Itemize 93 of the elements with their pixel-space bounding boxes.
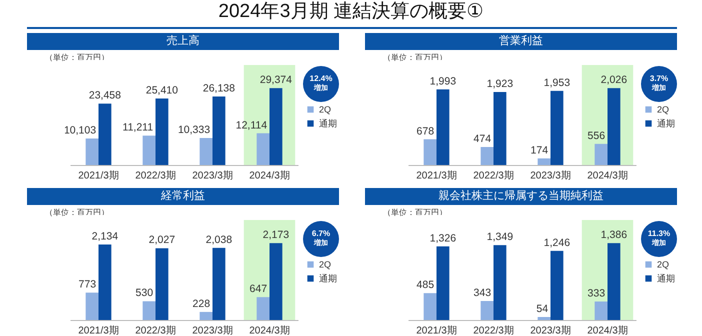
legend-label: 通期 bbox=[319, 274, 337, 284]
chart-title: 営業利益 bbox=[365, 33, 677, 50]
bar bbox=[550, 250, 564, 320]
bar bbox=[494, 92, 506, 165]
x-tick-label: 2022/3期 bbox=[473, 324, 514, 336]
bar bbox=[608, 88, 620, 165]
x-tick-label: 2023/3期 bbox=[530, 324, 571, 336]
x-tick-label: 2024/3期 bbox=[249, 170, 290, 182]
data-label: 1,246 bbox=[544, 236, 570, 249]
bar bbox=[86, 138, 98, 165]
bar bbox=[156, 98, 168, 165]
legend-label: 通期 bbox=[657, 118, 675, 128]
chart-title: 売上高 bbox=[27, 33, 339, 50]
data-label: 26,138 bbox=[202, 82, 236, 95]
bar bbox=[538, 158, 550, 165]
data-label: 1,953 bbox=[544, 76, 570, 89]
data-label: 1,326 bbox=[430, 232, 456, 244]
x-tick-label: 2024/3期 bbox=[249, 324, 290, 336]
legend-label: 2Q bbox=[657, 104, 670, 114]
x-tick-label: 2024/3期 bbox=[587, 324, 628, 336]
data-label: 10,333 bbox=[178, 124, 210, 136]
data-label: 2,027 bbox=[148, 234, 176, 246]
bar bbox=[494, 245, 506, 320]
x-tick-label: 2021/3期 bbox=[78, 170, 119, 182]
data-label: 485 bbox=[416, 279, 434, 292]
bar bbox=[480, 300, 494, 320]
data-label: 1,923 bbox=[486, 78, 514, 90]
bar bbox=[594, 144, 608, 165]
data-label: 11,211 bbox=[122, 122, 154, 134]
bar bbox=[424, 139, 436, 165]
data-label: 1,349 bbox=[486, 231, 514, 244]
data-label: 10,103 bbox=[64, 124, 96, 137]
bar bbox=[270, 243, 282, 320]
x-tick-label: 2022/3期 bbox=[473, 170, 514, 182]
data-label: 29,374 bbox=[260, 74, 292, 86]
bar bbox=[212, 248, 226, 320]
legend-label: 通期 bbox=[657, 274, 675, 284]
x-tick-label: 2021/3期 bbox=[78, 324, 119, 336]
data-label: 343 bbox=[474, 286, 492, 299]
bar bbox=[256, 133, 270, 165]
bar bbox=[86, 292, 98, 320]
data-label: 1,386 bbox=[600, 229, 628, 242]
bar bbox=[436, 246, 450, 320]
bar bbox=[200, 312, 212, 320]
data-label: 647 bbox=[250, 283, 268, 296]
data-label: 556 bbox=[588, 130, 606, 142]
bar bbox=[608, 243, 620, 320]
data-label: 174 bbox=[530, 144, 548, 156]
x-tick-label: 2023/3期 bbox=[530, 170, 571, 182]
bar bbox=[156, 248, 168, 320]
data-label: 2,038 bbox=[206, 234, 232, 246]
bar bbox=[538, 317, 550, 320]
bar bbox=[436, 89, 450, 165]
bar bbox=[550, 90, 564, 165]
data-label: 678 bbox=[416, 125, 434, 138]
data-label: 773 bbox=[78, 278, 96, 291]
data-label: 2,134 bbox=[92, 230, 118, 242]
x-tick-label: 2022/3期 bbox=[135, 170, 176, 182]
chart-title: 経常利益 bbox=[27, 188, 339, 205]
bar bbox=[200, 138, 212, 165]
bar bbox=[424, 293, 436, 320]
data-label: 228 bbox=[192, 298, 210, 310]
bar bbox=[256, 297, 270, 320]
legend-label: 2Q bbox=[319, 104, 332, 114]
bar bbox=[98, 104, 112, 165]
x-tick-label: 2021/3期 bbox=[416, 170, 457, 182]
legend-label: 2Q bbox=[319, 260, 332, 270]
x-tick-label: 2024/3期 bbox=[587, 170, 628, 182]
x-tick-label: 2023/3期 bbox=[192, 170, 233, 182]
data-label: 474 bbox=[474, 133, 492, 146]
data-label: 54 bbox=[536, 303, 548, 316]
text: 2024年3月期 連結決算の概要① bbox=[217, 0, 485, 24]
data-label: 25,410 bbox=[146, 84, 178, 96]
x-tick-label: 2023/3期 bbox=[192, 324, 233, 336]
data-label: 2,026 bbox=[600, 74, 628, 86]
legend-label: 通期 bbox=[319, 118, 337, 128]
bar bbox=[142, 301, 156, 320]
bar bbox=[270, 88, 282, 165]
x-tick-label: 2021/3期 bbox=[416, 324, 457, 336]
data-label: 12,114 bbox=[236, 119, 268, 132]
data-label: 1,993 bbox=[430, 75, 456, 88]
data-label: 333 bbox=[588, 288, 606, 300]
chart-title: 親会社株主に帰属する当期純利益 bbox=[365, 188, 677, 205]
x-tick-label: 2022/3期 bbox=[135, 324, 176, 336]
bar bbox=[98, 244, 112, 320]
legend-label: 2Q bbox=[657, 260, 670, 270]
data-label: 2,173 bbox=[262, 229, 290, 242]
bar bbox=[212, 96, 226, 165]
bar bbox=[142, 136, 156, 165]
data-label: 23,458 bbox=[88, 90, 122, 102]
data-label: 530 bbox=[136, 287, 154, 300]
bar bbox=[480, 147, 494, 165]
bar bbox=[594, 302, 608, 320]
